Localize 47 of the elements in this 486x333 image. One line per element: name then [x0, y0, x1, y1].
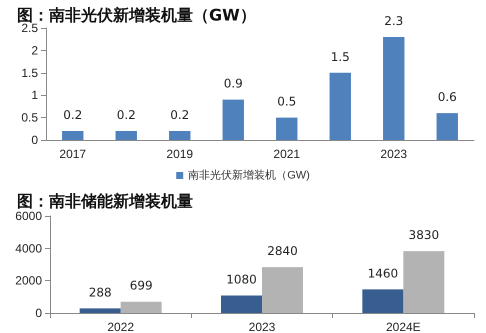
- x-tick-label: 2023: [380, 147, 408, 161]
- data-label: 0.9: [224, 76, 243, 91]
- bar: [383, 36, 404, 140]
- data-label: 0.6: [438, 90, 457, 104]
- data-label: 1080: [226, 272, 257, 287]
- x-tick-label: 2017: [59, 147, 86, 161]
- bar: [80, 308, 121, 313]
- data-label: 288: [88, 285, 112, 300]
- y-tick-label: 0: [35, 306, 42, 320]
- y-tick-label: 4000: [15, 241, 42, 256]
- bar: [116, 131, 137, 140]
- y-tick-label: 2: [31, 43, 38, 58]
- bar: [221, 296, 262, 313]
- y-tick-label: 0: [31, 133, 38, 147]
- bar: [120, 302, 162, 313]
- x-tick-label: 2024E: [386, 320, 421, 333]
- bar: [222, 100, 244, 140]
- y-tick-label: 2000: [15, 274, 42, 288]
- bar: [276, 118, 298, 140]
- y-tick-label: 1: [31, 88, 38, 102]
- x-tick-label: 2021: [273, 147, 300, 161]
- data-label: 0.2: [116, 108, 136, 122]
- data-label: 2.3: [384, 14, 404, 28]
- bar: [262, 267, 303, 313]
- data-label: 0.5: [277, 94, 296, 109]
- bar: [436, 113, 458, 140]
- y-tick-label: 1.5: [21, 66, 38, 80]
- bar: [362, 289, 404, 313]
- data-label: 699: [130, 278, 153, 293]
- data-label: 3830: [408, 228, 440, 242]
- chart-title: 图：南非储能新增装机量: [17, 192, 193, 210]
- x-tick-label: 2022: [107, 320, 134, 333]
- y-tick-label: 0.5: [21, 110, 38, 125]
- bar: [403, 251, 444, 313]
- legend-label: 南非光伏新增装机（GW): [188, 168, 310, 182]
- bar: [62, 131, 84, 140]
- data-label: 2840: [267, 244, 298, 258]
- chart-title: 图：南非光伏新增装机量（GW）: [17, 6, 256, 24]
- x-tick-label: 2023: [248, 320, 276, 333]
- data-label: 1460: [368, 266, 398, 280]
- bar: [169, 131, 190, 140]
- bar: [330, 72, 351, 140]
- x-tick-label: 2019: [166, 147, 194, 161]
- data-label: 0.2: [170, 108, 190, 122]
- data-label: 0.2: [63, 108, 82, 122]
- y-tick-label: 6000: [15, 209, 42, 223]
- data-label: 1.5: [330, 50, 350, 64]
